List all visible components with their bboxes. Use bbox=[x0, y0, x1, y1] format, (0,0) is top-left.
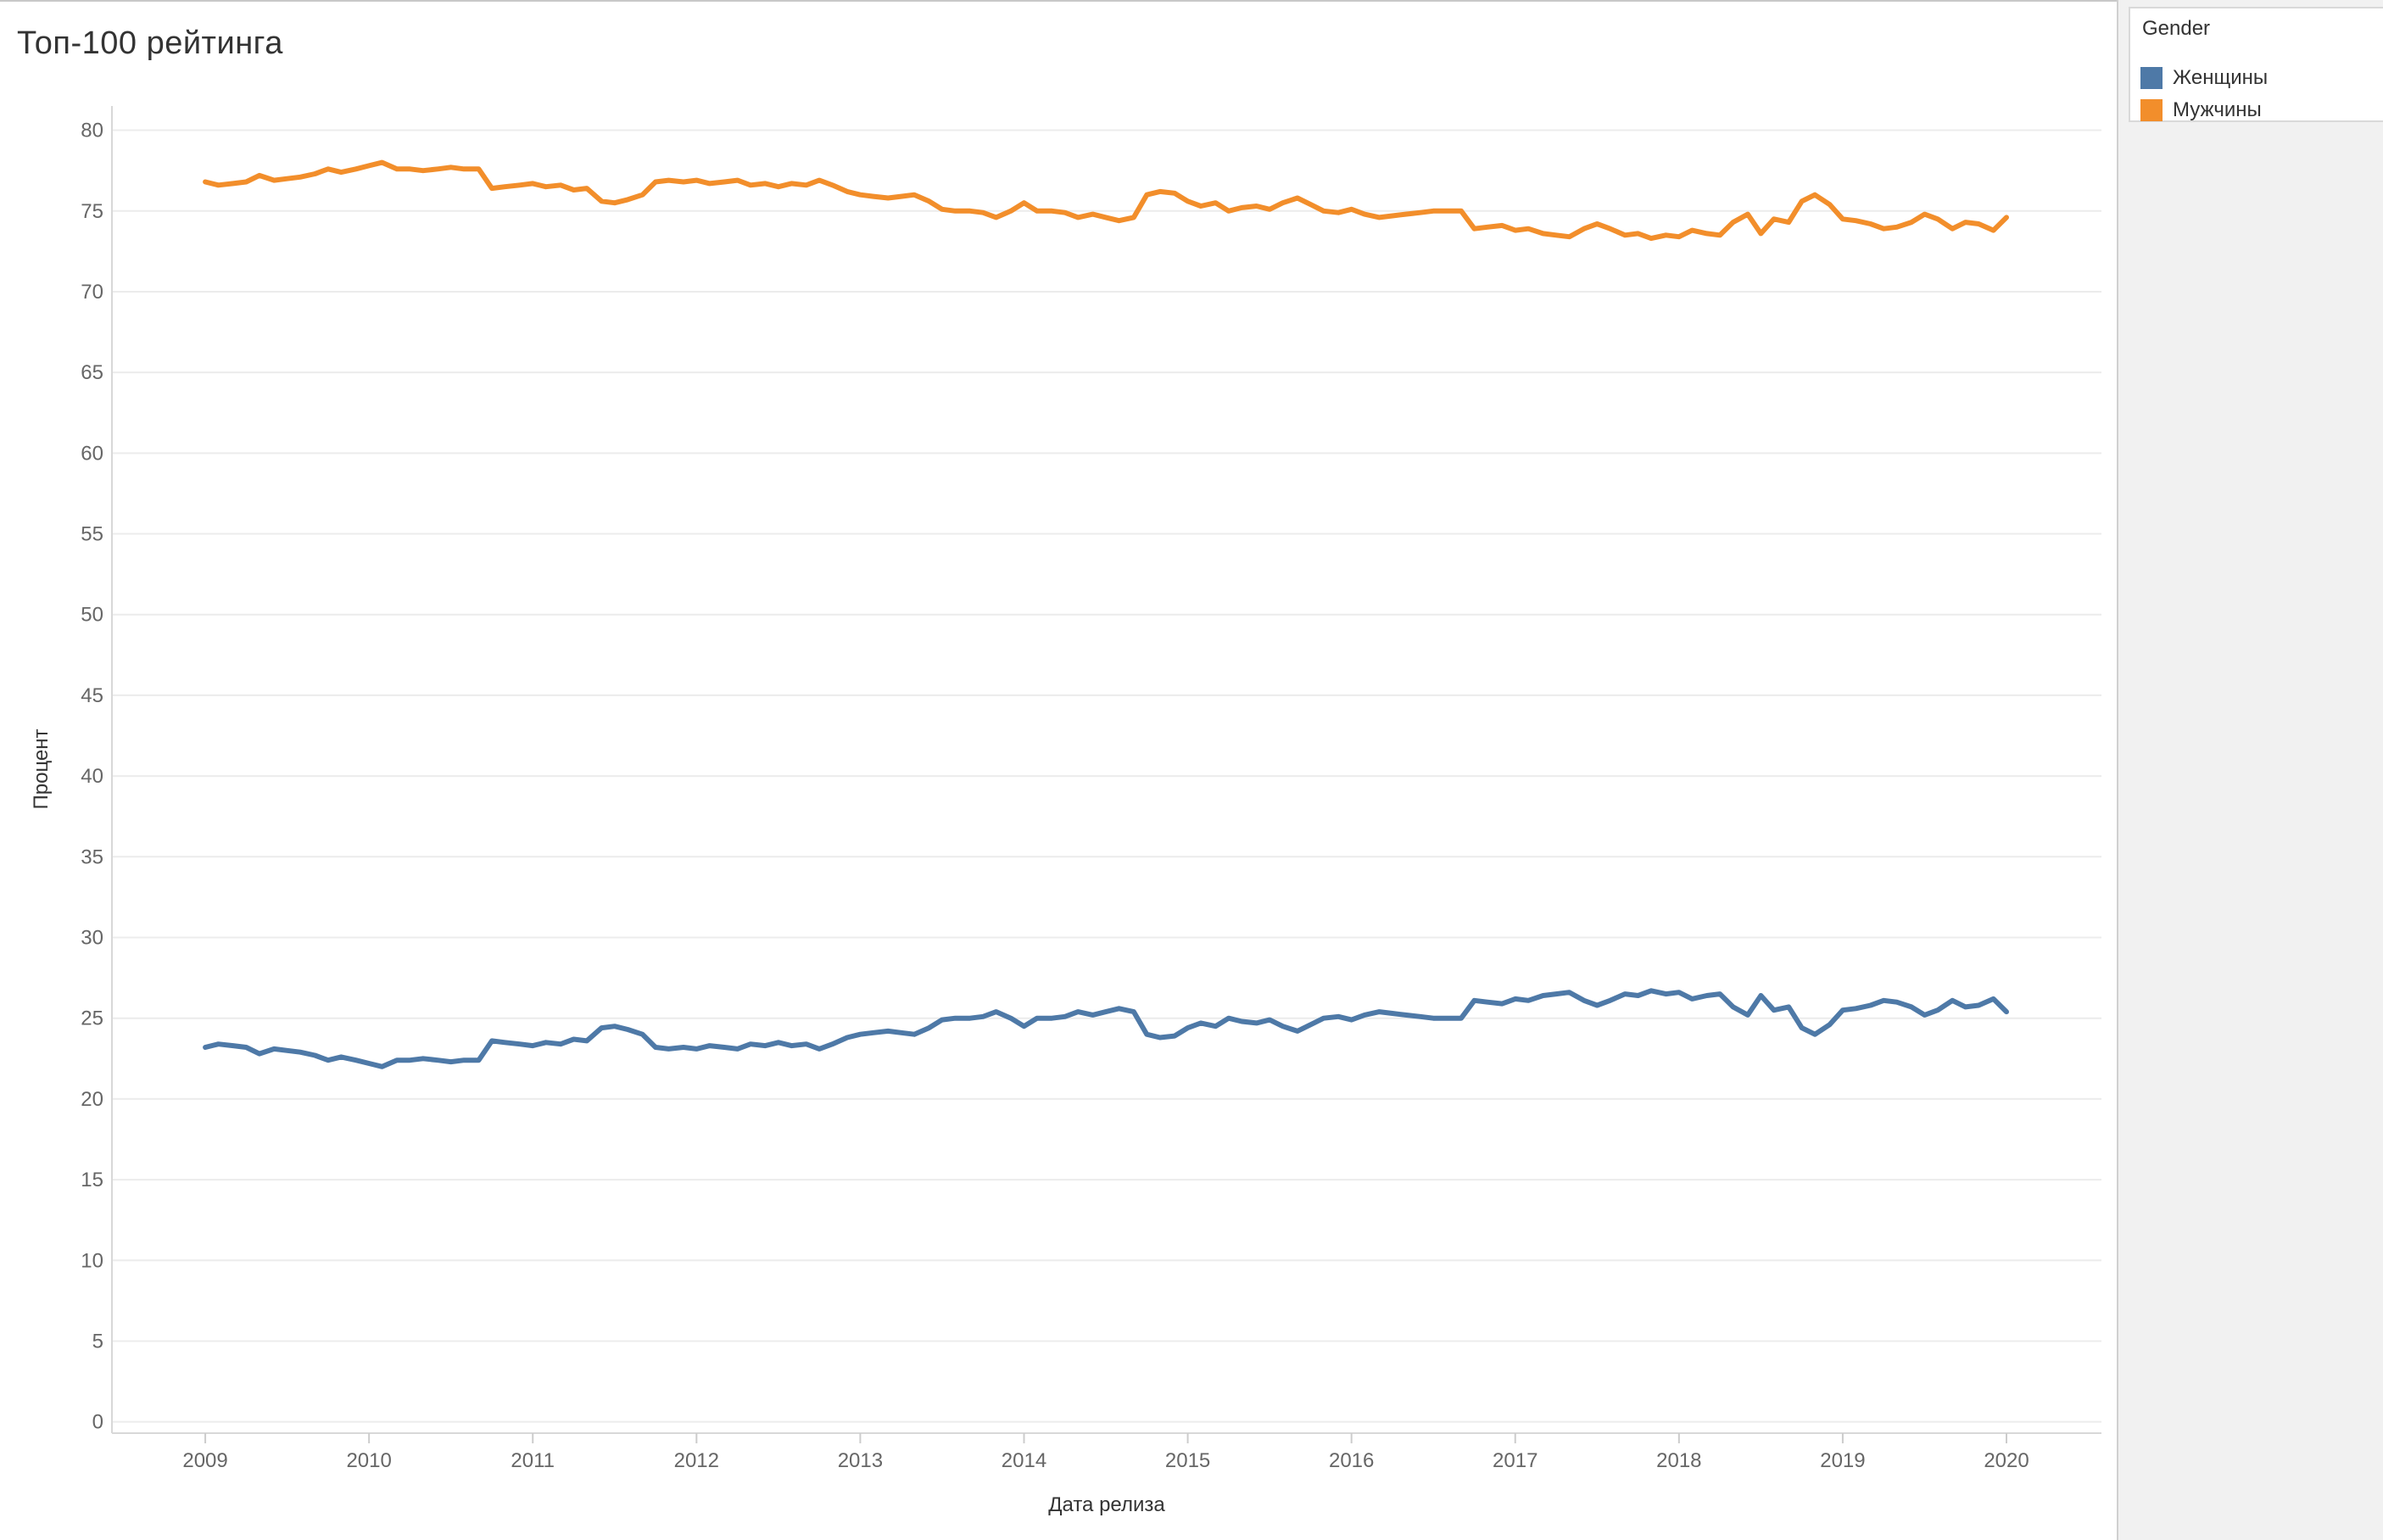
top-border bbox=[0, 0, 2383, 2]
legend-item-men[interactable]: Мужчины bbox=[2140, 97, 2262, 124]
y-tick-label: 30 bbox=[81, 927, 103, 950]
legend[interactable]: Gender Женщины Мужчины bbox=[2129, 7, 2383, 122]
y-tick-label: 0 bbox=[92, 1411, 103, 1434]
y-tick-label: 20 bbox=[81, 1088, 103, 1111]
y-tick-label: 25 bbox=[81, 1007, 103, 1030]
y-tick-label: 70 bbox=[81, 281, 103, 304]
x-tick-label: 2010 bbox=[346, 1449, 391, 1472]
y-axis-title: Процент bbox=[30, 728, 53, 809]
y-tick-label: 80 bbox=[81, 120, 103, 142]
x-tick-label: 2009 bbox=[182, 1449, 227, 1472]
x-tick-label: 2018 bbox=[1656, 1449, 1701, 1472]
legend-swatch-women bbox=[2140, 67, 2163, 89]
series-line-women[interactable] bbox=[203, 988, 2009, 1069]
line-chart: 0 5 10 15 20 25 30 35 40 45 50 55 60 65 70 75 80 2009 201… bbox=[30, 106, 2101, 1516]
x-tick-label: 2016 bbox=[1329, 1449, 1374, 1472]
x-tick-label: 2011 bbox=[511, 1449, 555, 1472]
legend-label-men: Мужчины bbox=[2173, 98, 2262, 121]
chart-title: Топ-100 рейтинга bbox=[17, 25, 283, 61]
x-tick-label: 2017 bbox=[1493, 1449, 1538, 1472]
x-tick-label: 2020 bbox=[1984, 1449, 2029, 1472]
y-tick-label: 5 bbox=[92, 1330, 103, 1353]
y-tick-label: 60 bbox=[81, 442, 103, 465]
series-line-men[interactable] bbox=[203, 159, 2009, 242]
x-tick-label: 2012 bbox=[674, 1449, 719, 1472]
x-axis-title: Дата релиза bbox=[1048, 1493, 1165, 1516]
y-tick-label: 35 bbox=[81, 845, 103, 868]
y-tick-label: 65 bbox=[81, 361, 103, 384]
series-lines bbox=[203, 159, 2009, 1069]
grid-lines bbox=[112, 129, 2101, 1423]
y-tick-label: 10 bbox=[81, 1249, 103, 1272]
x-tick-label: 2013 bbox=[838, 1449, 883, 1472]
x-axis-ticks: 2009 2010 2011 2012 2013 2014 2015 2016 2017 2018… bbox=[182, 1433, 2029, 1472]
y-tick-label: 75 bbox=[81, 200, 103, 223]
legend-label-women: Женщины bbox=[2173, 66, 2269, 89]
x-tick-label: 2015 bbox=[1165, 1449, 1210, 1472]
y-axis-ticks: 0 5 10 15 20 25 30 35 40 45 50 55 60 65 70 75 80 bbox=[81, 120, 103, 1434]
y-tick-label: 50 bbox=[81, 604, 103, 627]
x-tick-label: 2014 bbox=[1002, 1449, 1046, 1472]
legend-item-women[interactable]: Женщины bbox=[2140, 64, 2268, 92]
y-tick-label: 55 bbox=[81, 523, 103, 546]
legend-panel: Gender Женщины Мужчины bbox=[2117, 0, 2383, 1540]
y-tick-label: 45 bbox=[81, 684, 103, 707]
y-tick-label: 15 bbox=[81, 1169, 103, 1191]
legend-title: Gender bbox=[2142, 17, 2211, 40]
y-tick-label: 40 bbox=[81, 765, 103, 788]
legend-swatch-men bbox=[2140, 99, 2163, 121]
x-tick-label: 2019 bbox=[1820, 1449, 1865, 1472]
